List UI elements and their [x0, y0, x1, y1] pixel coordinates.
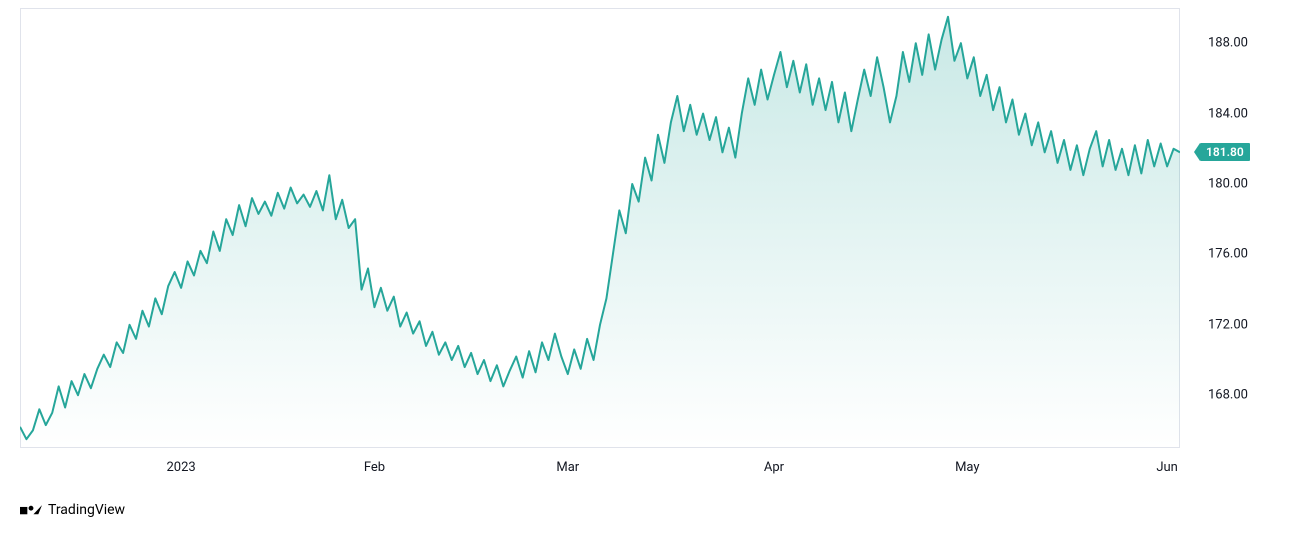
- current-price-tag: 181.80: [1200, 143, 1250, 161]
- y-tick-label: 180.00: [1208, 177, 1248, 192]
- x-tick-label: 2023: [166, 460, 195, 475]
- current-price-value: 181.80: [1206, 145, 1244, 159]
- y-tick-label: 172.00: [1208, 317, 1248, 332]
- y-tick-label: 184.00: [1208, 106, 1248, 121]
- price-area-fill: [20, 17, 1180, 448]
- y-tick-label: 188.00: [1208, 36, 1248, 51]
- y-tick-label: 176.00: [1208, 247, 1248, 262]
- x-tick-label: Mar: [556, 460, 579, 475]
- x-tick-label: Jun: [1156, 460, 1178, 475]
- price-area-chart[interactable]: [20, 8, 1180, 448]
- x-tick-label: Feb: [364, 460, 385, 475]
- y-tick-label: 168.00: [1208, 388, 1248, 403]
- chart-container: 168.00 172.00 176.00 180.00 184.00 188.00 202…: [0, 0, 1307, 538]
- tradingview-branding[interactable]: TradingView: [20, 502, 125, 518]
- tradingview-logo-icon: [20, 503, 42, 517]
- tradingview-branding-text: TradingView: [48, 502, 125, 518]
- x-tick-label: May: [955, 460, 979, 475]
- x-tick-label: Apr: [764, 460, 784, 475]
